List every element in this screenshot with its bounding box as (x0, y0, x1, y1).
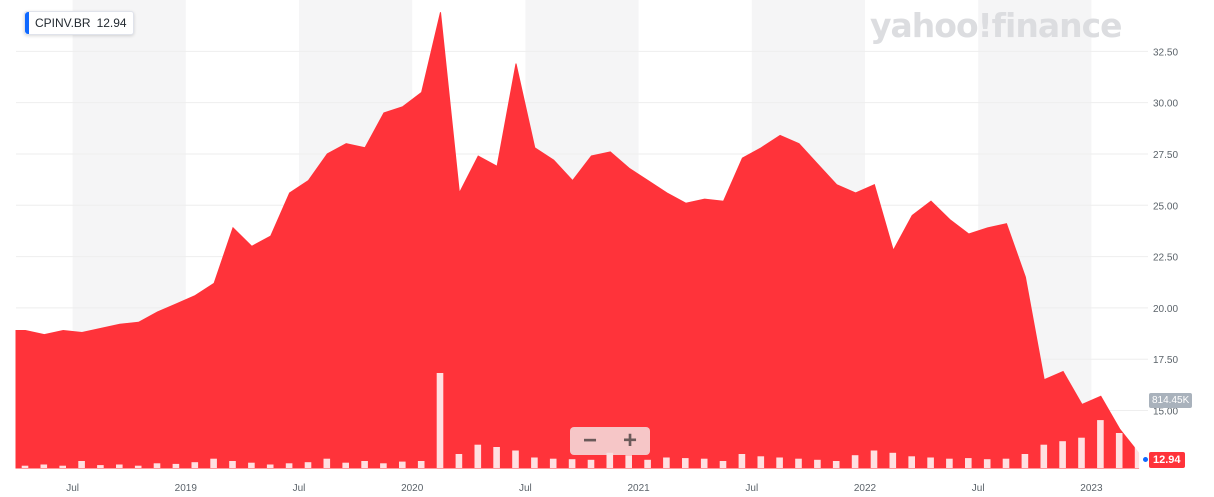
volume-bar-31 (606, 452, 614, 468)
volume-bar-43 (832, 461, 840, 468)
volume-bar-8 (172, 463, 180, 468)
volume-bar-56 (1078, 437, 1085, 468)
x-tick-label-6: Jul (745, 483, 758, 494)
y-tick-label-6: 30.00 (1153, 99, 1178, 110)
volume-bar-57 (1097, 420, 1104, 468)
volume-bar-49 (946, 458, 953, 468)
ticker-symbol: CPINV.BR (35, 16, 91, 30)
zoom-in-button[interactable]: + (622, 427, 637, 454)
volume-bar-29 (568, 459, 576, 468)
x-tick-label-4: Jul (519, 483, 532, 494)
volume-bar-4 (97, 465, 104, 468)
volume-bar-33 (644, 459, 651, 468)
volume-bar-50 (965, 458, 972, 468)
volume-bar-6 (134, 465, 142, 468)
volume-bar-46 (889, 452, 897, 468)
volume-bar-0 (21, 465, 29, 468)
zoom-controls: − + (570, 427, 650, 455)
volume-bar-11 (229, 461, 236, 468)
x-axis: Jul 2019 Jul 2020 Jul 2021 Jul 2022 Jul 2023 (66, 483, 1103, 494)
y-tick-label-3: 22.50 (1153, 253, 1178, 264)
volume-bar-7 (153, 463, 161, 468)
volume-bar-47 (908, 456, 915, 468)
volume-bar-10 (210, 458, 217, 468)
volume-bar-3 (78, 461, 85, 468)
last-price-label: 12.94 (1149, 452, 1185, 468)
y-tick-label-2: 20.00 (1153, 304, 1178, 315)
yahoo-finance-logo: yahoo!finance (870, 6, 1123, 45)
volume-bar-38 (738, 454, 746, 468)
volume-bar-39 (757, 456, 765, 468)
volume-bar-14 (285, 463, 293, 468)
volume-bar-53 (1021, 454, 1029, 468)
volume-bar-40 (776, 457, 783, 468)
volume-bar-13 (266, 464, 274, 468)
volume-bar-42 (814, 459, 821, 468)
y-tick-label-4: 25.00 (1153, 201, 1178, 212)
y-tick-label-1: 17.50 (1153, 355, 1178, 366)
volume-bar-22 (436, 373, 444, 468)
volume-bar-26 (512, 450, 519, 468)
y-tick-label-7: 32.50 (1153, 47, 1178, 58)
volume-bar-54 (1040, 444, 1048, 468)
volume-bar-55 (1059, 441, 1066, 468)
zoom-out-button[interactable]: − (582, 427, 597, 454)
volume-bar-12 (248, 462, 255, 468)
volume-bar-35 (682, 458, 689, 468)
x-tick-label-2: Jul (293, 483, 306, 494)
volume-bar-1 (40, 464, 48, 468)
volume-bar-5 (116, 464, 123, 468)
volume-bar-32 (625, 455, 632, 468)
volume-bar-2 (59, 465, 66, 468)
price-area (15, 12, 1140, 469)
ticker-price: 12.94 (96, 16, 127, 30)
volume-bar-36 (700, 458, 708, 468)
x-tick-label-1: 2019 (175, 483, 198, 494)
volume-bar-58 (1115, 433, 1123, 468)
y-tick-label-0: 15.00 (1153, 407, 1178, 418)
volume-bar-19 (380, 463, 387, 468)
volume-bar-25 (493, 447, 500, 468)
price-area-layer (15, 12, 1140, 469)
volume-bar-15 (304, 462, 312, 468)
volume-bar-16 (323, 458, 331, 468)
volume-bar-18 (361, 461, 368, 468)
volume-bar-59 (1134, 438, 1142, 468)
x-tick-label-8: Jul (972, 483, 985, 494)
volume-bar-20 (399, 461, 406, 468)
y-tick-label-5: 27.50 (1153, 150, 1178, 161)
volume-bar-27 (531, 457, 538, 468)
volume-bar-45 (870, 450, 878, 468)
ticker-badge[interactable]: CPINV.BR 12.94 (24, 11, 134, 35)
x-tick-label-7: 2022 (854, 483, 877, 494)
volume-bar-21 (417, 461, 425, 468)
x-tick-label-5: 2021 (627, 483, 650, 494)
y-axis: 15.00 17.50 20.00 22.50 25.00 27.50 30.00 32.50 (1153, 47, 1178, 417)
volume-bar-41 (795, 458, 802, 468)
volume-value-label: 814.45K (1149, 393, 1193, 408)
x-tick-label-0: Jul (66, 483, 79, 494)
volume-bar-44 (851, 455, 859, 468)
volume-bar-17 (342, 462, 349, 468)
volume-bar-24 (474, 444, 482, 468)
series-color-swatch (25, 12, 29, 34)
x-tick-label-9: 2023 (1080, 483, 1103, 494)
volume-bar-23 (455, 454, 463, 468)
volume-bar-51 (983, 459, 991, 468)
volume-bar-34 (663, 457, 670, 468)
volume-bar-52 (1002, 458, 1010, 468)
volume-bar-30 (587, 459, 595, 468)
volume-bar-37 (719, 461, 727, 468)
volume-bar-9 (191, 462, 199, 468)
x-tick-label-3: 2020 (401, 483, 424, 494)
volume-bar-48 (927, 457, 934, 468)
volume-bars-layer (21, 373, 1142, 468)
volume-bar-28 (549, 458, 557, 468)
